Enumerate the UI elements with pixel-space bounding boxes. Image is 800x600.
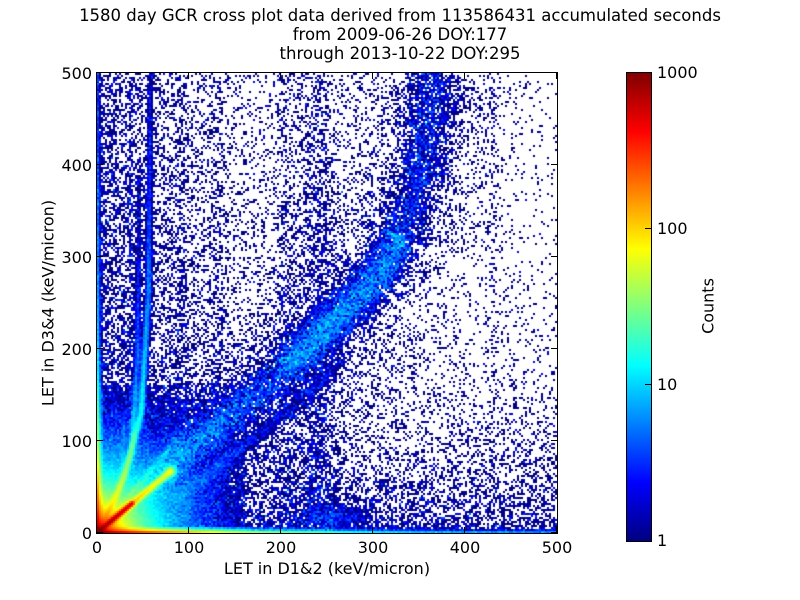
colorbar-tick-mark <box>644 383 651 386</box>
x-tick-label: 300 <box>357 538 389 557</box>
plot-area <box>95 71 558 534</box>
x-tick-label: 200 <box>265 538 297 557</box>
x-tick-mark <box>187 72 190 79</box>
x-axis-label: LET in D1&2 (keV/micron) <box>223 559 431 578</box>
y-tick-label: 400 <box>61 155 92 175</box>
x-tick-mark <box>187 526 190 533</box>
y-tick-label: 200 <box>61 339 92 359</box>
y-tick-mark <box>550 439 557 442</box>
colorbar-label: Counts <box>698 278 718 334</box>
y-tick-mark <box>550 255 557 258</box>
chart-subtitle-from: from 2009-06-26 DOY:177 <box>292 25 508 44</box>
x-tick-label: 0 <box>91 538 103 557</box>
x-tick-mark <box>279 526 282 533</box>
y-tick-mark <box>550 72 557 74</box>
y-axis-label: LET in D3&4 (keV/micron) <box>38 199 58 407</box>
y-tick-label: 500 <box>61 63 92 83</box>
y-tick-mark <box>550 163 557 166</box>
y-tick-mark <box>96 531 103 533</box>
x-tick-label: 400 <box>449 538 481 557</box>
colorbar-tick-label: 1 <box>657 530 668 550</box>
colorbar <box>625 71 652 542</box>
density-canvas <box>96 72 557 533</box>
chart-subtitle-through: through 2013-10-22 DOY:295 <box>279 44 521 63</box>
chart-title: 1580 day GCR cross plot data derived fro… <box>79 6 721 25</box>
y-tick-mark <box>96 72 103 74</box>
x-tick-mark <box>555 526 557 533</box>
colorbar-tick-mark <box>644 227 651 230</box>
x-tick-mark <box>96 72 98 79</box>
y-tick-label: 300 <box>61 247 92 267</box>
y-tick-mark <box>96 439 103 442</box>
x-tick-mark <box>371 526 374 533</box>
title-block: 1580 day GCR cross plot data derived fro… <box>0 6 800 63</box>
x-tick-mark <box>555 72 557 79</box>
y-tick-mark <box>96 255 103 258</box>
x-tick-mark <box>96 526 98 533</box>
x-tick-label: 100 <box>173 538 205 557</box>
y-tick-label: 100 <box>61 431 92 451</box>
colorbar-tick-label: 1000 <box>657 62 698 82</box>
y-tick-mark <box>550 531 557 533</box>
y-tick-mark <box>96 163 103 166</box>
x-tick-label: 500 <box>541 538 573 557</box>
colorbar-tick-label: 10 <box>657 374 678 394</box>
y-tick-mark <box>96 347 103 350</box>
y-tick-mark <box>550 347 557 350</box>
colorbar-tick-label: 100 <box>657 218 688 238</box>
x-tick-mark <box>371 72 374 79</box>
x-tick-mark <box>463 72 466 79</box>
x-tick-mark <box>463 526 466 533</box>
y-tick-label: 0 <box>81 523 92 543</box>
x-tick-mark <box>279 72 282 79</box>
